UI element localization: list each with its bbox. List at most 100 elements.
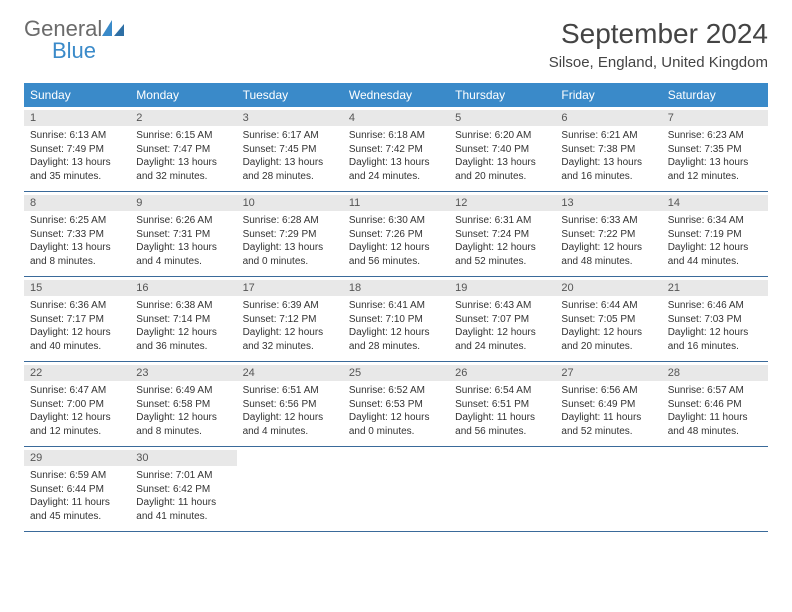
day-cell: 18Sunrise: 6:41 AMSunset: 7:10 PMDayligh…: [343, 277, 449, 361]
daylight-line: Daylight: 13 hours: [136, 241, 230, 255]
daylight-line: and 52 minutes.: [455, 255, 549, 269]
logo-sail-icon: [102, 18, 124, 40]
weekday-header-row: SundayMondayTuesdayWednesdayThursdayFrid…: [24, 83, 768, 107]
daylight-line: and 12 minutes.: [30, 425, 124, 439]
weekday-header: Thursday: [449, 83, 555, 107]
daylight-line: and 52 minutes.: [561, 425, 655, 439]
day-number-band: 24: [237, 365, 343, 381]
day-cell: 8Sunrise: 6:25 AMSunset: 7:33 PMDaylight…: [24, 192, 130, 276]
daylight-line: and 8 minutes.: [30, 255, 124, 269]
day-cell: 20Sunrise: 6:44 AMSunset: 7:05 PMDayligh…: [555, 277, 661, 361]
daylight-line: Daylight: 12 hours: [668, 326, 762, 340]
day-number-band: 9: [130, 195, 236, 211]
sunrise-line: Sunrise: 6:52 AM: [349, 384, 443, 398]
sunset-line: Sunset: 7:47 PM: [136, 143, 230, 157]
empty-cell: [555, 447, 661, 531]
daylight-line: and 48 minutes.: [668, 425, 762, 439]
daylight-line: Daylight: 11 hours: [30, 496, 124, 510]
sunrise-line: Sunrise: 6:47 AM: [30, 384, 124, 398]
day-number-band: 4: [343, 110, 449, 126]
day-cell: 5Sunrise: 6:20 AMSunset: 7:40 PMDaylight…: [449, 107, 555, 191]
sunset-line: Sunset: 7:38 PM: [561, 143, 655, 157]
daylight-line: and 12 minutes.: [668, 170, 762, 184]
day-number-band: 19: [449, 280, 555, 296]
day-cell: 7Sunrise: 6:23 AMSunset: 7:35 PMDaylight…: [662, 107, 768, 191]
day-number-band: 17: [237, 280, 343, 296]
week-row: 22Sunrise: 6:47 AMSunset: 7:00 PMDayligh…: [24, 362, 768, 447]
empty-cell: [662, 447, 768, 531]
day-number: 17: [243, 282, 337, 294]
day-number: 13: [561, 197, 655, 209]
day-number-band: 21: [662, 280, 768, 296]
day-number: 1: [30, 112, 124, 124]
day-cell: 29Sunrise: 6:59 AMSunset: 6:44 PMDayligh…: [24, 447, 130, 531]
location: Silsoe, England, United Kingdom: [549, 54, 768, 71]
sunset-line: Sunset: 7:17 PM: [30, 313, 124, 327]
sunrise-line: Sunrise: 6:44 AM: [561, 299, 655, 313]
day-cell: 16Sunrise: 6:38 AMSunset: 7:14 PMDayligh…: [130, 277, 236, 361]
daylight-line: Daylight: 12 hours: [349, 411, 443, 425]
daylight-line: and 0 minutes.: [349, 425, 443, 439]
logo-text-2: Blue: [52, 38, 96, 63]
daylight-line: and 56 minutes.: [455, 425, 549, 439]
sunrise-line: Sunrise: 6:49 AM: [136, 384, 230, 398]
sunset-line: Sunset: 7:33 PM: [30, 228, 124, 242]
daylight-line: and 32 minutes.: [243, 340, 337, 354]
day-number-band: 7: [662, 110, 768, 126]
daylight-line: and 36 minutes.: [136, 340, 230, 354]
day-number: 28: [668, 367, 762, 379]
calendar: SundayMondayTuesdayWednesdayThursdayFrid…: [24, 83, 768, 532]
day-cell: 10Sunrise: 6:28 AMSunset: 7:29 PMDayligh…: [237, 192, 343, 276]
day-cell: 6Sunrise: 6:21 AMSunset: 7:38 PMDaylight…: [555, 107, 661, 191]
sunrise-line: Sunrise: 6:56 AM: [561, 384, 655, 398]
day-cell: 19Sunrise: 6:43 AMSunset: 7:07 PMDayligh…: [449, 277, 555, 361]
sunset-line: Sunset: 6:53 PM: [349, 398, 443, 412]
daylight-line: Daylight: 12 hours: [30, 411, 124, 425]
day-number-band: 5: [449, 110, 555, 126]
sunset-line: Sunset: 7:14 PM: [136, 313, 230, 327]
daylight-line: and 4 minutes.: [243, 425, 337, 439]
week-row: 15Sunrise: 6:36 AMSunset: 7:17 PMDayligh…: [24, 277, 768, 362]
day-cell: 1Sunrise: 6:13 AMSunset: 7:49 PMDaylight…: [24, 107, 130, 191]
daylight-line: and 28 minutes.: [243, 170, 337, 184]
daylight-line: Daylight: 13 hours: [30, 156, 124, 170]
daylight-line: and 0 minutes.: [243, 255, 337, 269]
sunset-line: Sunset: 7:00 PM: [30, 398, 124, 412]
day-number: 21: [668, 282, 762, 294]
day-number: 7: [668, 112, 762, 124]
daylight-line: and 16 minutes.: [561, 170, 655, 184]
day-number-band: 23: [130, 365, 236, 381]
sunset-line: Sunset: 6:44 PM: [30, 483, 124, 497]
weekday-header: Tuesday: [237, 83, 343, 107]
sunrise-line: Sunrise: 6:36 AM: [30, 299, 124, 313]
logo-text: General Blue: [24, 18, 124, 62]
sunset-line: Sunset: 7:07 PM: [455, 313, 549, 327]
week-row: 29Sunrise: 6:59 AMSunset: 6:44 PMDayligh…: [24, 447, 768, 532]
sunrise-line: Sunrise: 6:15 AM: [136, 129, 230, 143]
day-number-band: 27: [555, 365, 661, 381]
week-row: 1Sunrise: 6:13 AMSunset: 7:49 PMDaylight…: [24, 107, 768, 192]
day-number: 19: [455, 282, 549, 294]
day-number-band: 22: [24, 365, 130, 381]
daylight-line: Daylight: 12 hours: [455, 241, 549, 255]
sunset-line: Sunset: 6:56 PM: [243, 398, 337, 412]
sunrise-line: Sunrise: 6:18 AM: [349, 129, 443, 143]
day-number-band: 12: [449, 195, 555, 211]
day-cell: 26Sunrise: 6:54 AMSunset: 6:51 PMDayligh…: [449, 362, 555, 446]
day-number-band: 13: [555, 195, 661, 211]
sunrise-line: Sunrise: 6:13 AM: [30, 129, 124, 143]
daylight-line: Daylight: 11 hours: [455, 411, 549, 425]
sunrise-line: Sunrise: 6:41 AM: [349, 299, 443, 313]
sunrise-line: Sunrise: 6:57 AM: [668, 384, 762, 398]
sunrise-line: Sunrise: 6:51 AM: [243, 384, 337, 398]
day-number: 24: [243, 367, 337, 379]
day-cell: 23Sunrise: 6:49 AMSunset: 6:58 PMDayligh…: [130, 362, 236, 446]
day-number-band: 14: [662, 195, 768, 211]
sunrise-line: Sunrise: 6:30 AM: [349, 214, 443, 228]
logo: General Blue: [24, 18, 124, 62]
daylight-line: Daylight: 11 hours: [561, 411, 655, 425]
day-cell: 14Sunrise: 6:34 AMSunset: 7:19 PMDayligh…: [662, 192, 768, 276]
daylight-line: and 35 minutes.: [30, 170, 124, 184]
day-number-band: 6: [555, 110, 661, 126]
daylight-line: and 4 minutes.: [136, 255, 230, 269]
